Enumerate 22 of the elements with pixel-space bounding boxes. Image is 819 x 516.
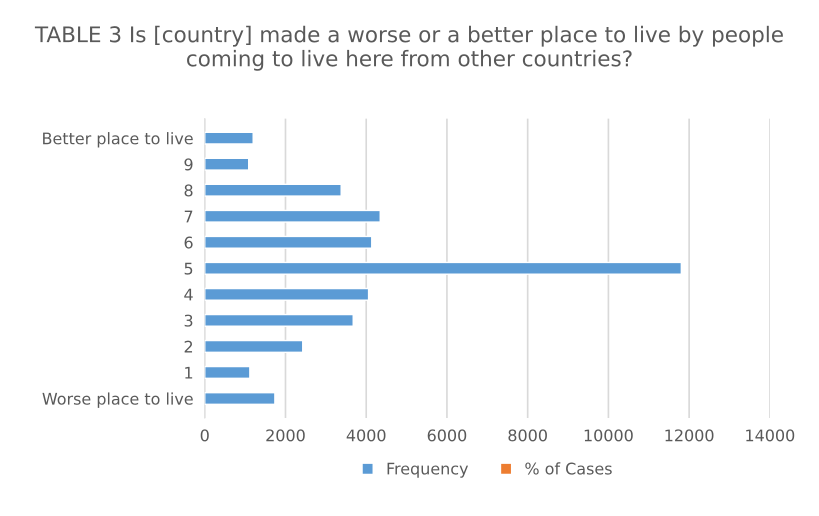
y-tick-label: 9 <box>184 158 193 170</box>
y-tick-label: 3 <box>184 314 192 327</box>
x-tick-label: 12000 <box>665 429 714 442</box>
x-tick-label: 2000 <box>266 429 305 442</box>
x-tick-label: 10000 <box>584 429 633 442</box>
y-tick-label: 6 <box>184 236 193 249</box>
x-tick-label: 0 <box>200 429 209 442</box>
chart-title: TABLE 3 Is [country] made a worse or a better place to live by people coming to live here from other countries? <box>34 26 783 71</box>
x-tick-label: 14000 <box>746 429 794 442</box>
y-tick-label: Worse place to live <box>42 392 193 408</box>
y-tick-label: 5 <box>184 262 192 275</box>
y-tick-label: 1 <box>185 366 192 379</box>
y-tick-label: 2 <box>184 340 192 352</box>
y-tick-label: 7 <box>184 210 192 222</box>
x-tick-label: 4000 <box>346 429 386 442</box>
x-tick-label: 6000 <box>428 429 466 442</box>
legend-label: % of Cases <box>525 462 612 475</box>
y-tick-label: 8 <box>184 184 193 197</box>
legend-label: Frequency <box>388 462 468 478</box>
y-tick-label: 4 <box>184 288 193 300</box>
y-tick-label: Better place to live <box>43 132 193 148</box>
x-tick-label: 8000 <box>508 429 547 442</box>
